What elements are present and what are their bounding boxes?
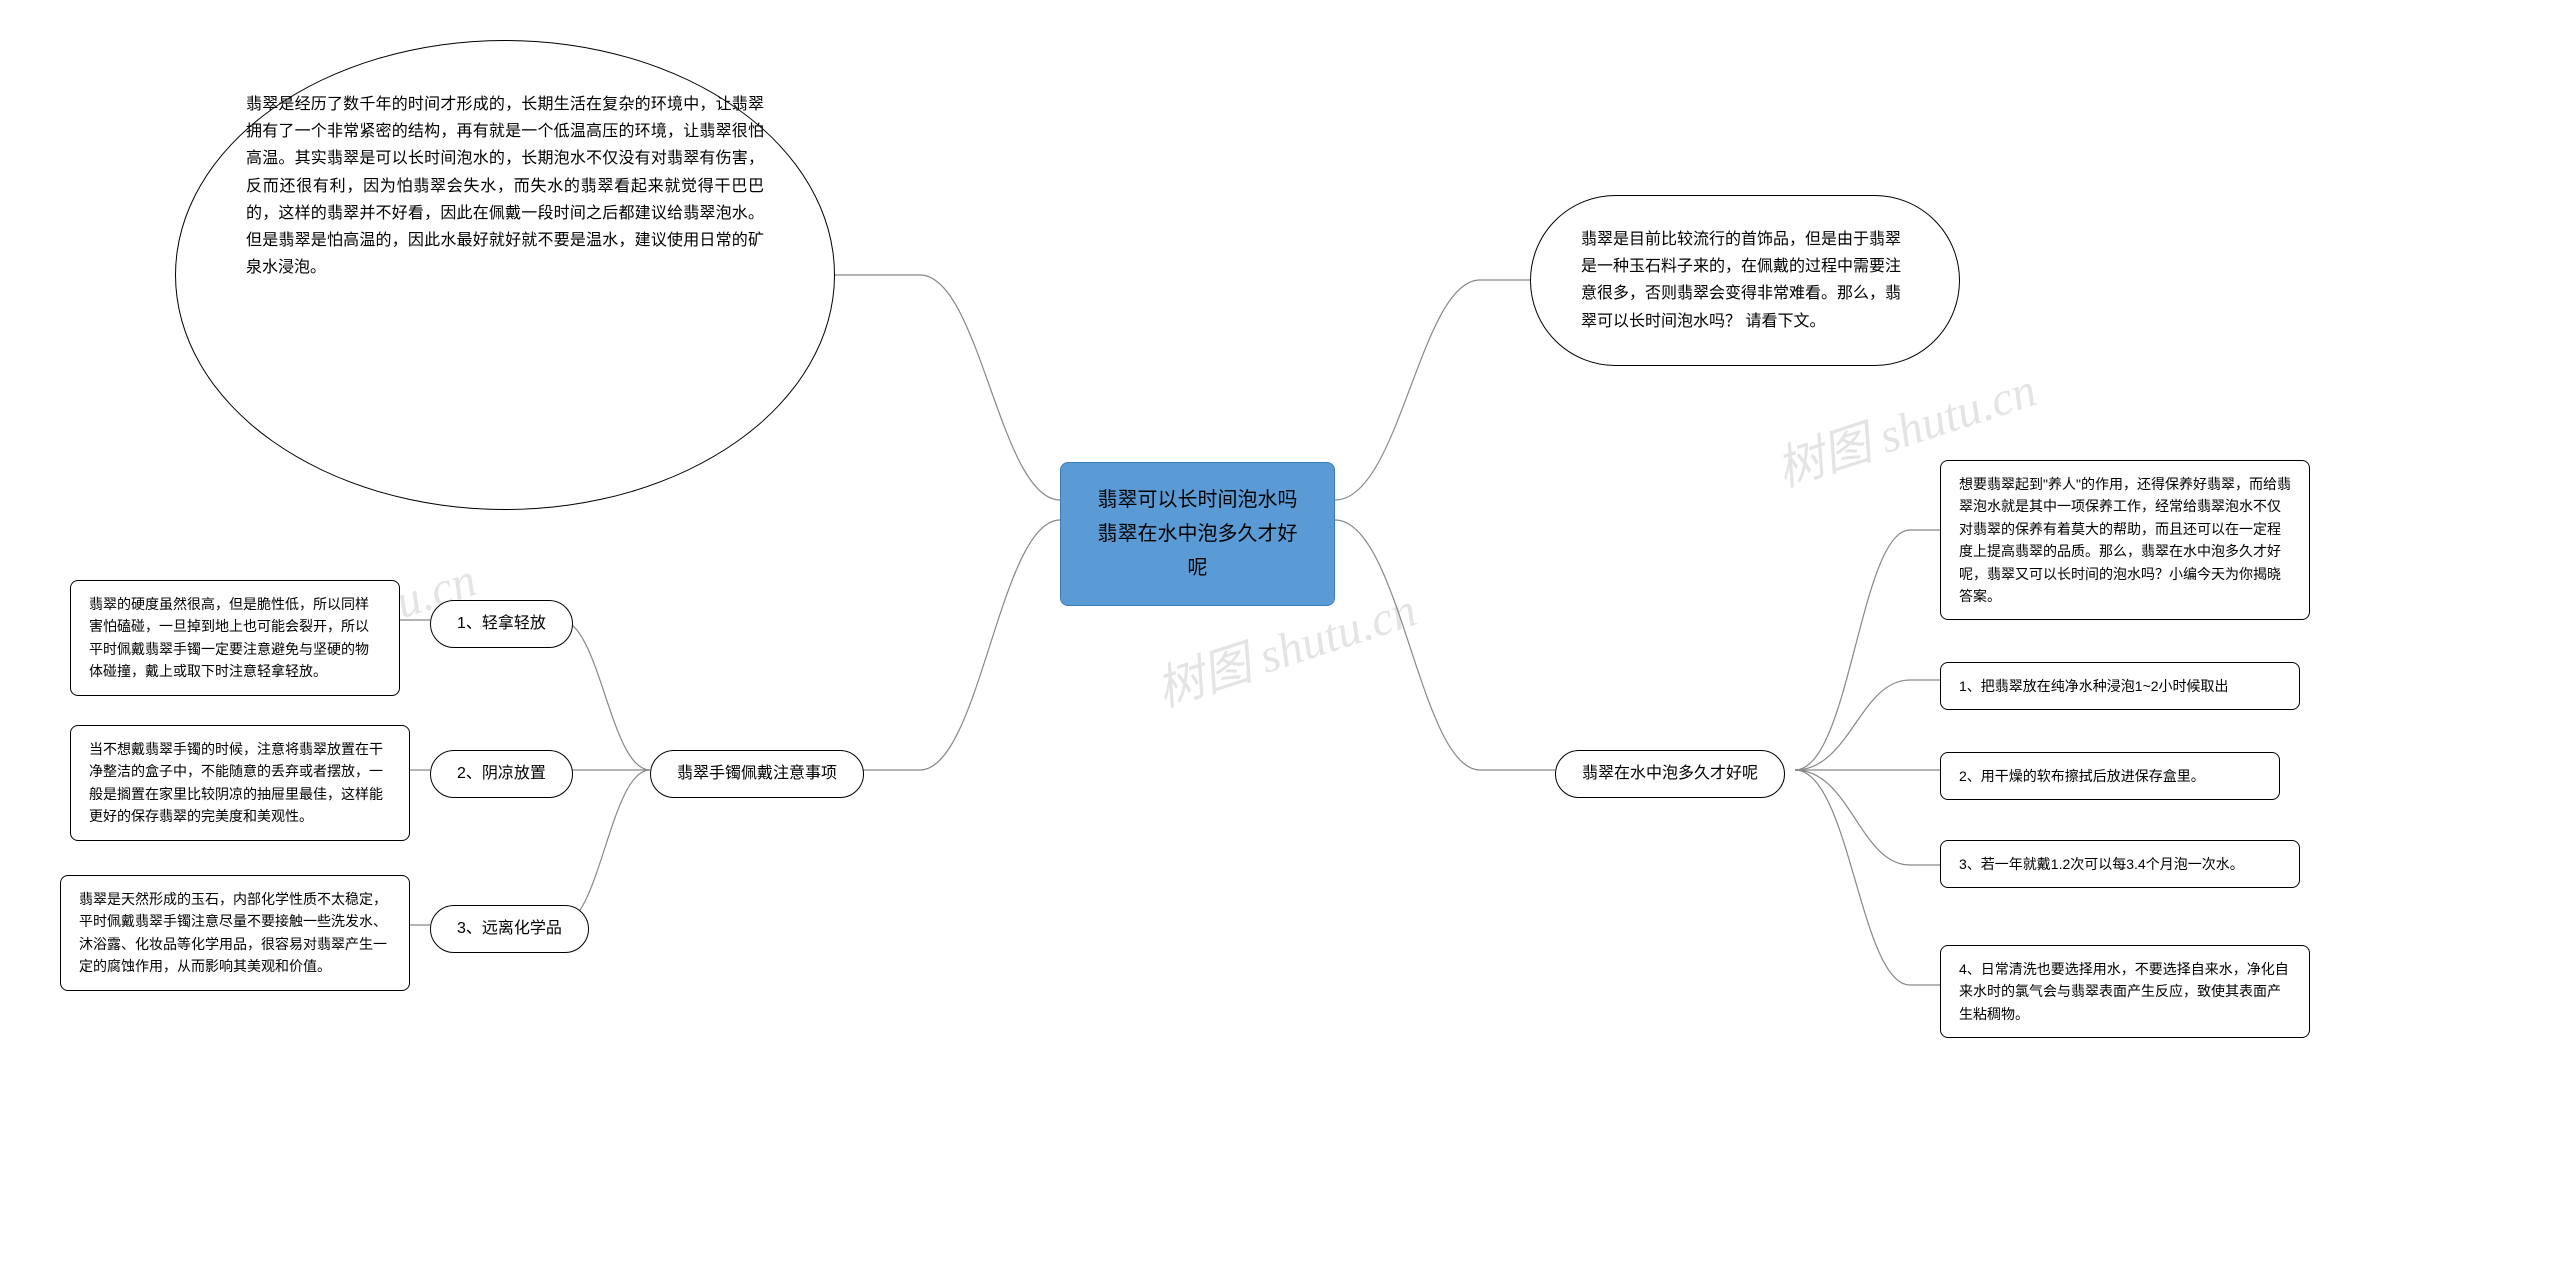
right-child-2: 1、把翡翠放在纯净水种浸泡1~2小时候取出 — [1940, 662, 2300, 710]
root-node: 翡翠可以长时间泡水吗 翡翠在水中泡多久才好呢 — [1060, 462, 1335, 606]
right-child-5: 4、日常清洗也要选择用水，不要选择自来水，净化自来水时的氯气会与翡翠表面产生反应… — [1940, 945, 2310, 1038]
left-child-3-detail: 翡翠是天然形成的玉石，内部化学性质不太稳定，平时佩戴翡翠手镯注意尽量不要接触一些… — [60, 875, 410, 991]
left-child-2-detail: 当不想戴翡翠手镯的时候，注意将翡翠放置在干净整洁的盒子中，不能随意的丢弃或者摆放… — [70, 725, 410, 841]
left-hub-label: 翡翠手镯佩戴注意事项 — [677, 765, 837, 782]
right-hub-label: 翡翠在水中泡多久才好呢 — [1582, 765, 1758, 782]
root-line2: 翡翠在水中泡多久才好呢 — [1089, 517, 1306, 585]
root-line1: 翡翠可以长时间泡水吗 — [1089, 483, 1306, 517]
left-hub: 翡翠手镯佩戴注意事项 — [650, 750, 864, 798]
right-child-1: 想要翡翠起到"养人"的作用，还得保养好翡翠，而给翡翠泡水就是其中一项保养工作，经… — [1940, 460, 2310, 620]
left-top-oval-text: 翡翠是经历了数千年的时间才形成的，长期生活在复杂的环境中，让翡翠拥有了一个非常紧… — [246, 96, 764, 276]
left-child-1-detail: 翡翠的硬度虽然很高，但是脆性低，所以同样害怕磕碰，一旦掉到地上也可能会裂开，所以… — [70, 580, 400, 696]
left-top-oval: 翡翠是经历了数千年的时间才形成的，长期生活在复杂的环境中，让翡翠拥有了一个非常紧… — [175, 40, 835, 510]
left-child-3-label: 3、远离化学品 — [430, 905, 589, 953]
right-hub: 翡翠在水中泡多久才好呢 — [1555, 750, 1785, 798]
right-top-oval: 翡翠是目前比较流行的首饰品，但是由于翡翠是一种玉石料子来的，在佩戴的过程中需要注… — [1530, 195, 1960, 366]
right-child-3: 2、用干燥的软布擦拭后放进保存盒里。 — [1940, 752, 2280, 800]
left-child-1-label: 1、轻拿轻放 — [430, 600, 573, 648]
left-child-2-label: 2、阴凉放置 — [430, 750, 573, 798]
right-child-4: 3、若一年就戴1.2次可以每3.4个月泡一次水。 — [1940, 840, 2300, 888]
right-top-oval-text: 翡翠是目前比较流行的首饰品，但是由于翡翠是一种玉石料子来的，在佩戴的过程中需要注… — [1581, 231, 1901, 330]
